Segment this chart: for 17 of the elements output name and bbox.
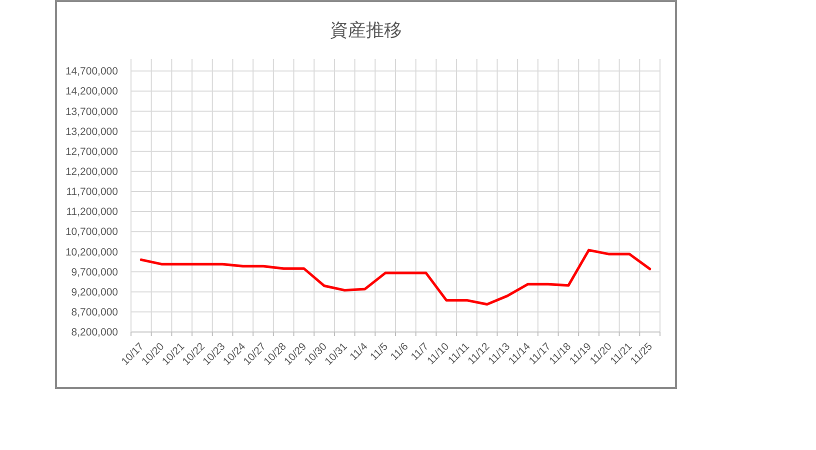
y-tick-label: 13,200,000 — [65, 126, 118, 138]
y-tick-label: 14,700,000 — [65, 66, 118, 78]
y-tick-label: 10,200,000 — [65, 246, 118, 258]
y-tick-label: 8,200,000 — [71, 326, 118, 339]
y-tick-label: 12,700,000 — [65, 146, 118, 158]
y-tick-label: 9,700,000 — [71, 266, 118, 278]
y-tick-label: 8,700,000 — [71, 306, 118, 319]
y-tick-label: 11,700,000 — [66, 186, 118, 198]
y-tick-label: 12,200,000 — [65, 166, 118, 178]
x-tick-label: 11/4 — [348, 340, 370, 364]
y-tick-label: 9,200,000 — [71, 286, 118, 298]
title: 資産推移 — [330, 20, 402, 40]
y-tick-label: 14,200,000 — [65, 86, 118, 98]
y-tick-label: 11,200,000 — [66, 206, 118, 218]
x-tick-label: 11/6 — [388, 340, 411, 364]
y-tick-label: 10,700,000 — [65, 226, 118, 238]
y-tick-label: 13,700,000 — [65, 106, 118, 118]
